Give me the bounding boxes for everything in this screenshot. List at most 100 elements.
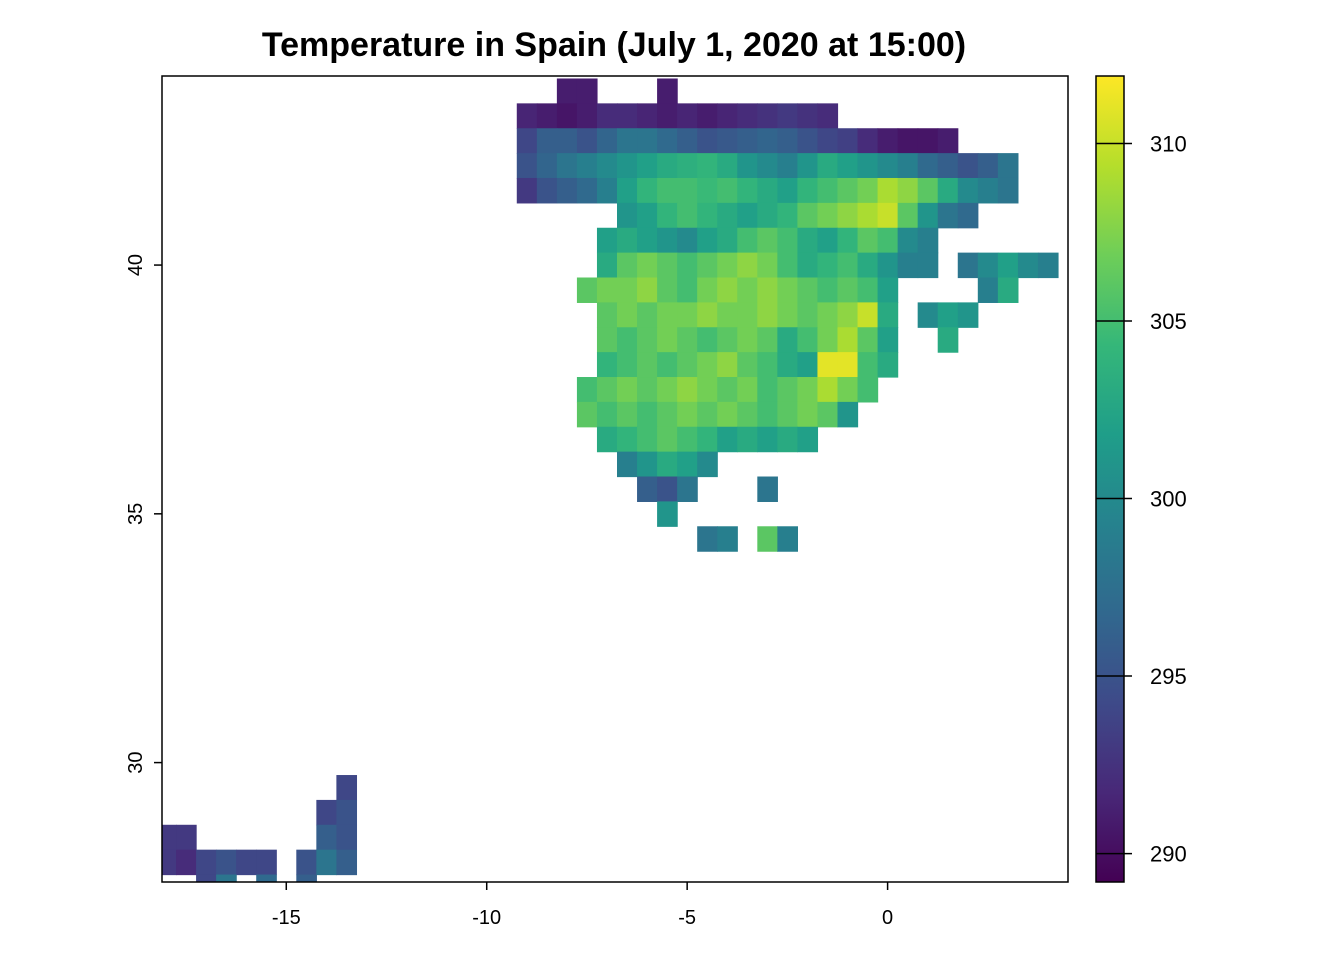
heatmap-cell [637, 377, 658, 403]
heatmap-cell [617, 426, 638, 453]
heatmap-cell [596, 377, 618, 403]
x-axis: -15 -10 -5 0 [272, 882, 893, 929]
heatmap-cell [997, 177, 1019, 204]
heatmap-cell [957, 252, 979, 279]
heatmap-cell [877, 352, 899, 378]
heatmap-cell [757, 103, 778, 129]
heatmap-cell [797, 327, 819, 353]
heatmap-cell [857, 128, 879, 154]
heatmap-cell [737, 202, 758, 229]
heatmap-cell [556, 128, 578, 154]
heatmap-cell [617, 103, 638, 129]
heatmap-cell [817, 202, 839, 229]
heatmap-cell [576, 128, 598, 154]
heatmap-cell [216, 849, 237, 876]
heatmap-cell [516, 153, 538, 179]
heatmap-cell [697, 202, 718, 229]
heatmap-cell [837, 153, 859, 179]
heatmap-cell [737, 177, 758, 204]
heatmap-cell [817, 352, 839, 378]
heatmap-cell [576, 78, 598, 104]
heatmap-cell [617, 302, 638, 328]
heatmap-cell [617, 327, 638, 353]
heatmap-cell [596, 227, 618, 254]
heatmap-cell [576, 401, 598, 428]
heatmap-cell [617, 177, 638, 204]
heatmap-cell [837, 401, 859, 428]
heatmap-cell [737, 128, 758, 154]
heatmap-cell [336, 775, 358, 801]
heatmap-cell [797, 227, 819, 254]
heatmap-cell [516, 177, 538, 204]
heatmap-cell [797, 103, 819, 129]
heatmap-cell [617, 451, 638, 478]
heatmap-cell [737, 103, 758, 129]
heatmap-cell [677, 352, 698, 378]
heatmap-cell [677, 202, 698, 229]
heatmap-cell [536, 128, 558, 154]
heatmap-cell [957, 153, 979, 179]
heatmap-cell [697, 128, 718, 154]
heatmap-cell [737, 153, 758, 179]
heatmap-cell [196, 874, 217, 882]
heatmap-cell [997, 153, 1019, 179]
heatmap-cell [717, 252, 738, 279]
heatmap-cell [757, 426, 778, 453]
heatmap-cell [797, 426, 819, 453]
y-tick-label: 35 [125, 503, 147, 525]
heatmap-cell [757, 128, 778, 154]
heatmap-cell [817, 128, 839, 154]
heatmap-cell [637, 252, 658, 279]
heatmap-cell [677, 153, 698, 179]
heatmap-cell [897, 252, 919, 279]
heatmap-cell [717, 327, 738, 353]
heatmap-cell [657, 377, 678, 403]
heatmap-cell [857, 227, 879, 254]
heatmap-cell [777, 202, 798, 229]
heatmap-cell [777, 377, 798, 403]
heatmap-cell [717, 526, 738, 552]
heatmap-cell [697, 426, 718, 453]
heatmap-cell [657, 78, 678, 104]
heatmap-cell [717, 177, 738, 204]
heatmap-cell [737, 352, 758, 378]
heatmap-cell [917, 302, 939, 328]
heatmap-cell [677, 177, 698, 204]
heatmap-cell [837, 227, 859, 254]
heatmap-cell [977, 277, 999, 303]
heatmap-cell [657, 426, 678, 453]
heatmap-cell [677, 277, 698, 303]
heatmap-cell [757, 277, 778, 303]
heatmap-cell [617, 227, 638, 254]
colorbar-tick-label: 300 [1150, 487, 1187, 512]
heatmap-cell [757, 153, 778, 179]
heatmap-cell [236, 849, 257, 876]
heatmap-cell [556, 103, 578, 129]
heatmap-cell [857, 277, 879, 303]
heatmap-cell [877, 327, 899, 353]
heatmap-cell [596, 252, 618, 279]
heatmap-cell [757, 227, 778, 254]
heatmap-cell [717, 426, 738, 453]
heatmap-cell [657, 501, 678, 527]
heatmap-cell [637, 302, 658, 328]
heatmap-cell [757, 252, 778, 279]
heatmap-cell [797, 377, 819, 403]
heatmap-cell [937, 302, 959, 328]
heatmap-cell [917, 227, 939, 254]
heatmap-cell [777, 327, 798, 353]
heatmap-cell [777, 526, 798, 552]
heatmap-cell [296, 874, 317, 882]
heatmap-cell [757, 476, 778, 502]
heatmap-cell [697, 526, 718, 552]
heatmap-cell [677, 451, 698, 478]
heatmap-cell [857, 153, 879, 179]
heatmap-cell [216, 874, 237, 882]
heatmap-cell [637, 103, 658, 129]
heatmap-cell [837, 377, 859, 403]
heatmap-cell [596, 177, 618, 204]
heatmap-cell [797, 277, 819, 303]
heatmap-cell [717, 352, 738, 378]
heatmap-cell [657, 202, 678, 229]
